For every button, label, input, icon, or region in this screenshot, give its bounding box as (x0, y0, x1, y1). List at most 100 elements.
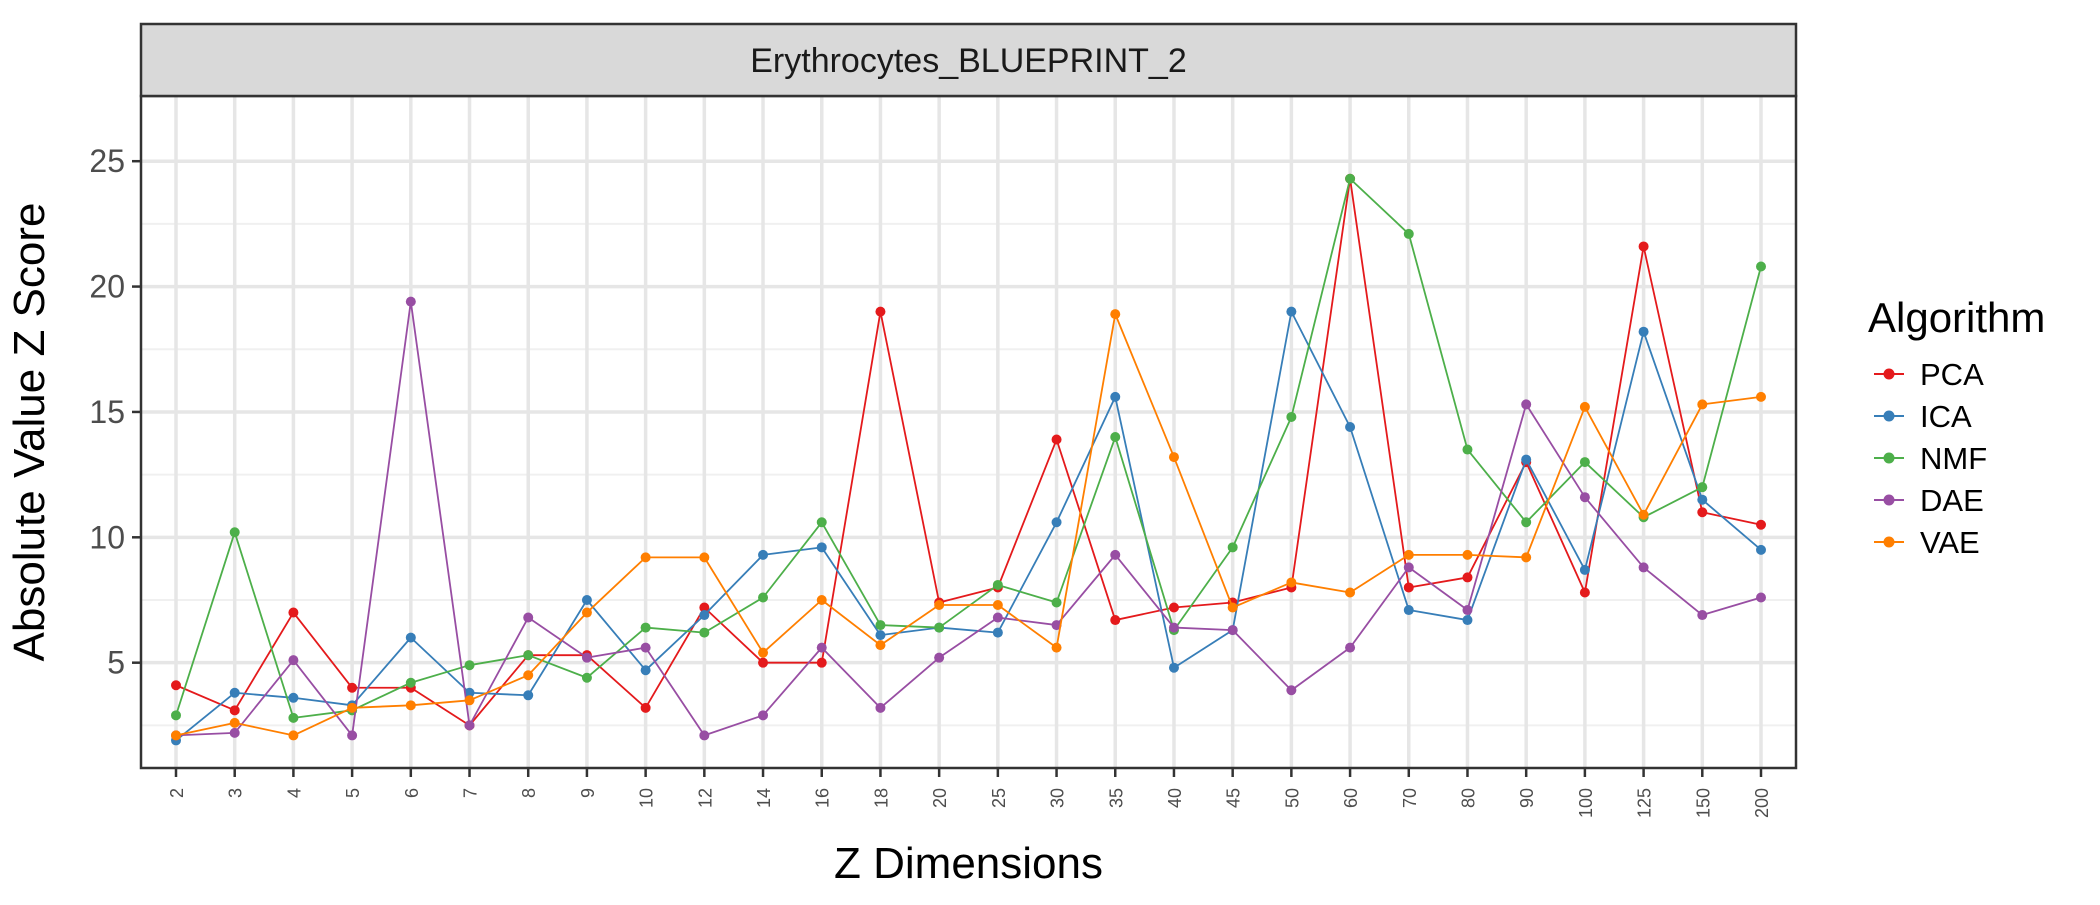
data-point-vae (758, 647, 769, 658)
legend-key-point-vae (1883, 536, 1895, 548)
legend-items: PCA ICA NMF DAE VAE (1874, 357, 1987, 560)
data-point-nmf (699, 627, 710, 638)
series-line-dae (175, 300, 1762, 737)
data-point-dae (1579, 492, 1590, 503)
data-point-ica (1110, 391, 1121, 402)
data-point-ica (875, 630, 886, 641)
legend-label-dae: DAE (1920, 483, 1984, 518)
data-point-pca (1756, 519, 1766, 530)
data-point-dae (1345, 642, 1356, 653)
data-point-ica (1462, 615, 1473, 626)
data-point-ica (288, 692, 299, 703)
data-point-pca (1462, 572, 1473, 583)
data-point-ica (1756, 544, 1766, 555)
data-point-nmf (758, 592, 769, 603)
data-point-ica (640, 665, 651, 676)
data-point-dae (640, 642, 651, 653)
data-point-nmf (464, 660, 475, 671)
data-point-pca (1110, 615, 1121, 626)
data-point-ica (758, 549, 769, 560)
data-point-vae (171, 730, 181, 741)
data-point-dae (1403, 562, 1414, 573)
data-point-ica (405, 632, 416, 643)
data-point-dae (405, 296, 416, 307)
data-point-dae (229, 727, 240, 738)
data-point-dae (816, 642, 827, 653)
data-point-ica (1521, 454, 1532, 465)
facet-strip: Erythrocytes_BLUEPRINT_2 (139, 22, 1798, 98)
data-point-ica (1051, 517, 1062, 528)
data-point-ica (229, 687, 240, 698)
data-point-vae (1227, 602, 1238, 613)
series-layer (171, 173, 1766, 746)
legend-key-point-pca (1883, 368, 1895, 380)
data-point-ica (1579, 564, 1590, 575)
data-point-nmf (1286, 411, 1297, 422)
y-axis-title: Absolute Value Z Score (5, 203, 54, 662)
x-tick-label: 70 (1400, 788, 1420, 808)
x-tick-label: 8 (519, 788, 539, 798)
data-point-pca (640, 702, 651, 713)
data-point-dae (464, 720, 475, 731)
data-point-nmf (816, 517, 827, 528)
data-point-ica (1286, 306, 1297, 317)
data-point-pca (1579, 587, 1590, 598)
x-tick-label: 90 (1517, 788, 1537, 808)
data-point-nmf (288, 712, 299, 723)
data-point-vae (1110, 309, 1121, 320)
data-point-vae (1638, 509, 1649, 520)
data-point-nmf (934, 622, 945, 633)
data-point-dae (523, 612, 534, 623)
data-point-pca (758, 657, 769, 668)
x-tick-label: 3 (226, 788, 246, 798)
x-tick-label: 125 (1635, 788, 1655, 818)
data-point-vae (229, 717, 240, 728)
data-point-pca (816, 657, 827, 668)
y-tick-label: 25 (89, 143, 125, 179)
data-point-nmf (875, 620, 886, 631)
x-tick-label: 40 (1165, 788, 1185, 808)
data-point-nmf (1579, 457, 1590, 468)
x-tick-label: 18 (871, 788, 891, 808)
y-tick-label: 10 (89, 519, 125, 555)
data-point-dae (347, 730, 358, 741)
x-tick-label: 60 (1341, 788, 1361, 808)
data-point-nmf (229, 527, 240, 538)
x-tick-label: 4 (284, 788, 304, 798)
data-point-nmf (992, 579, 1003, 590)
data-point-dae (1697, 610, 1708, 621)
data-point-nmf (523, 650, 534, 661)
data-point-dae (581, 652, 592, 663)
x-tick-label: 5 (343, 788, 363, 798)
x-tick-label: 20 (930, 788, 950, 808)
data-point-pca (229, 705, 240, 716)
data-point-ica (581, 595, 592, 605)
data-point-ica (992, 627, 1003, 638)
data-point-dae (1168, 622, 1179, 633)
data-point-vae (288, 730, 299, 741)
data-point-vae (1697, 399, 1708, 410)
data-point-vae (1756, 391, 1766, 402)
legend: Algorithm PCA ICA NMF DAE VAE (1868, 294, 2045, 560)
data-point-vae (640, 552, 651, 563)
y-tick-label: 5 (107, 645, 125, 681)
data-point-vae (1051, 642, 1062, 653)
x-tick-label: 2 (167, 788, 187, 798)
data-point-dae (875, 702, 886, 713)
x-tick-label: 10 (637, 788, 657, 808)
data-point-nmf (171, 710, 181, 721)
data-point-nmf (640, 622, 651, 633)
x-tick-label: 9 (578, 788, 598, 798)
data-point-vae (581, 607, 592, 618)
data-point-pca (1168, 602, 1179, 613)
data-point-vae (1462, 549, 1473, 560)
data-point-ica (1345, 421, 1356, 432)
data-point-vae (347, 702, 358, 713)
data-point-nmf (405, 677, 416, 688)
data-point-pca (699, 602, 710, 613)
data-point-vae (816, 595, 827, 605)
data-point-vae (1345, 587, 1356, 598)
x-tick-label: 25 (989, 788, 1009, 808)
data-point-vae (992, 600, 1003, 611)
